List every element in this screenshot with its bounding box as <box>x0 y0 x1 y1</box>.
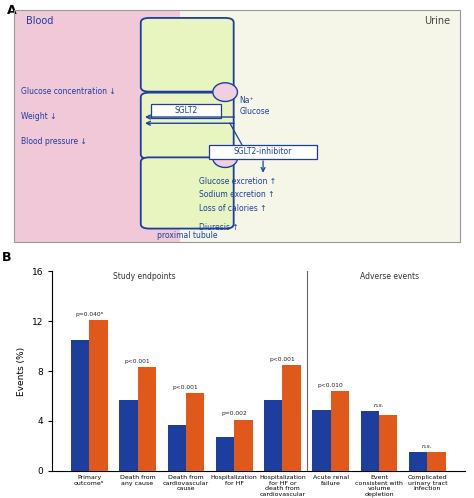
Bar <box>89 320 108 471</box>
Y-axis label: Events (%): Events (%) <box>17 347 26 395</box>
Bar <box>14 10 180 242</box>
Bar <box>361 411 379 471</box>
Text: B: B <box>2 251 12 264</box>
Text: n.s.: n.s. <box>374 403 384 408</box>
Text: Urine: Urine <box>424 16 450 26</box>
Text: p<0.001: p<0.001 <box>173 385 199 390</box>
Ellipse shape <box>213 149 237 167</box>
Bar <box>216 437 234 471</box>
Text: p=0.040ᵃ: p=0.040ᵃ <box>75 312 103 317</box>
Text: Glucose concentration ↓

Weight ↓

Blood pressure ↓: Glucose concentration ↓ Weight ↓ Blood p… <box>21 87 116 146</box>
Ellipse shape <box>213 83 237 102</box>
Text: Study endpoints: Study endpoints <box>113 272 176 281</box>
Bar <box>234 419 253 471</box>
Bar <box>264 399 283 471</box>
Text: Diuresis ↑: Diuresis ↑ <box>199 223 239 232</box>
Bar <box>137 368 156 471</box>
Text: p=0.002: p=0.002 <box>221 411 247 416</box>
Bar <box>283 365 301 471</box>
Bar <box>331 391 349 471</box>
FancyBboxPatch shape <box>209 144 317 159</box>
Text: A: A <box>7 3 17 17</box>
Text: p<0.001: p<0.001 <box>125 359 150 364</box>
Bar <box>167 424 186 471</box>
Text: p<0.001: p<0.001 <box>270 357 295 362</box>
Text: Loss of calories ↑: Loss of calories ↑ <box>199 204 266 213</box>
FancyBboxPatch shape <box>141 157 234 229</box>
Text: Adverse events: Adverse events <box>360 272 419 281</box>
Text: SGLT2-inhibitor: SGLT2-inhibitor <box>234 147 292 156</box>
Text: Na⁺
Glucose: Na⁺ Glucose <box>239 96 270 116</box>
Text: Glucose excretion ↑: Glucose excretion ↑ <box>199 177 276 186</box>
Text: Sodium excretion ↑: Sodium excretion ↑ <box>199 190 274 200</box>
FancyBboxPatch shape <box>141 93 234 159</box>
Bar <box>119 399 137 471</box>
Text: p<0.010: p<0.010 <box>318 383 344 388</box>
Bar <box>71 340 89 471</box>
Bar <box>428 452 446 471</box>
Text: Blood: Blood <box>26 16 54 26</box>
Bar <box>312 409 331 471</box>
Text: proximal tubule: proximal tubule <box>157 231 218 240</box>
FancyBboxPatch shape <box>141 18 234 92</box>
Bar <box>409 452 428 471</box>
FancyBboxPatch shape <box>151 104 221 118</box>
Bar <box>180 10 460 242</box>
Bar <box>186 393 204 471</box>
Text: n.s.: n.s. <box>422 444 433 449</box>
Bar <box>379 414 398 471</box>
Text: SGLT2: SGLT2 <box>174 106 198 116</box>
